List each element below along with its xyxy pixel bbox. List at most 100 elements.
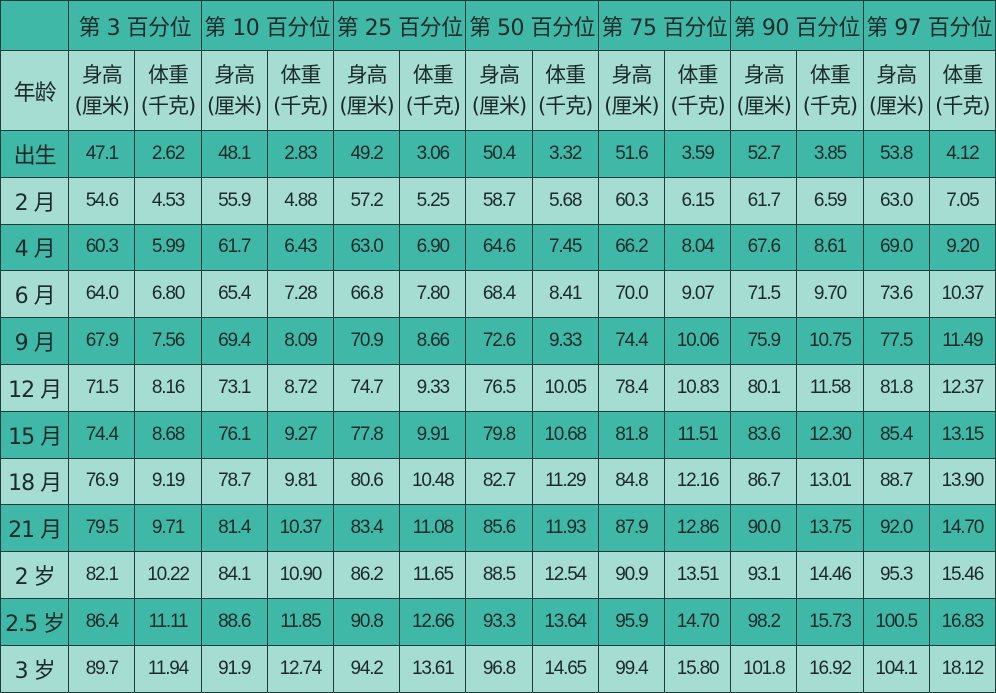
- weight-cell: 11.29: [531, 457, 599, 506]
- weight-cell: 14.70: [928, 504, 996, 553]
- height-header-line: (厘米): [868, 93, 924, 118]
- percentile-header: 第 75 百分位: [597, 0, 732, 51]
- weight-cell: 12.74: [266, 644, 334, 693]
- weight-cell: 8.09: [266, 317, 334, 365]
- weight-header-line: 体重: [809, 62, 851, 87]
- height-cell: 87.9: [597, 504, 665, 553]
- height-cell: 84.1: [200, 551, 268, 599]
- weight-header-line: 体重: [677, 62, 719, 87]
- weight-cell: 4.12: [928, 130, 996, 178]
- weight-cell: 6.59: [796, 176, 864, 225]
- weight-cell: 14.65: [531, 644, 599, 693]
- height-cell: 74.7: [332, 363, 401, 412]
- weight-cell: 11.58: [796, 363, 864, 412]
- weight-cell: 15.46: [928, 551, 996, 599]
- weight-cell: 3.32: [531, 130, 599, 178]
- height-column-header: 身高 (厘米): [200, 50, 268, 131]
- table-row: 21 月 79.5 9.71 81.4 10.37 83.4 11.08 85.6 11.93 8…: [0, 504, 996, 553]
- height-column-header: 身高 (厘米): [730, 50, 798, 131]
- weight-cell: 9.27: [266, 410, 334, 459]
- height-cell: 95.3: [862, 551, 930, 599]
- height-cell: 73.6: [862, 270, 930, 319]
- weight-header-line: 体重: [147, 62, 189, 87]
- weight-cell: 13.61: [399, 644, 467, 693]
- weight-header-line: (千克): [405, 93, 461, 118]
- weight-header-line: 体重: [280, 62, 321, 87]
- weight-cell: 3.85: [796, 130, 864, 178]
- weight-column-header: 体重 (千克): [928, 50, 996, 131]
- height-cell: 64.6: [465, 223, 533, 272]
- weight-cell: 13.51: [663, 551, 732, 599]
- height-cell: 65.4: [200, 270, 268, 319]
- height-cell: 60.3: [68, 223, 136, 272]
- measure-header-row: 年龄 身高 (厘米) 体重 (千克) 身高 (厘米) 体重 (千克) 身高 (厘米) 体重 (千克) 身…: [0, 50, 996, 131]
- height-cell: 92.0: [862, 504, 930, 553]
- height-cell: 81.8: [597, 410, 665, 459]
- height-cell: 70.0: [597, 270, 665, 319]
- height-cell: 88.6: [200, 597, 268, 646]
- weight-cell: 9.70: [796, 270, 864, 319]
- height-column-header: 身高 (厘米): [862, 50, 930, 131]
- weight-cell: 11.11: [134, 597, 202, 646]
- height-cell: 82.7: [465, 457, 533, 506]
- height-cell: 77.5: [862, 317, 930, 365]
- height-cell: 61.7: [200, 223, 268, 272]
- weight-cell: 8.68: [134, 410, 202, 459]
- weight-cell: 10.48: [399, 457, 467, 506]
- weight-cell: 12.37: [928, 363, 996, 412]
- weight-cell: 11.94: [134, 644, 202, 693]
- height-cell: 72.6: [465, 317, 533, 365]
- height-cell: 93.1: [730, 551, 798, 599]
- weight-cell: 2.83: [266, 130, 334, 178]
- height-cell: 85.6: [465, 504, 533, 553]
- height-cell: 82.1: [68, 551, 136, 599]
- height-cell: 48.1: [200, 130, 268, 178]
- height-cell: 89.7: [68, 644, 136, 693]
- weight-cell: 8.61: [796, 223, 864, 272]
- corner-cell: [0, 0, 70, 51]
- weight-cell: 3.06: [399, 130, 467, 178]
- table-row: 9 月 67.9 7.56 69.4 8.09 70.9 8.66 72.6 9.33 74.4 1…: [0, 317, 996, 365]
- age-cell: 2 岁: [0, 551, 70, 599]
- height-header-line: 身高: [346, 62, 388, 87]
- weight-cell: 13.90: [928, 457, 996, 506]
- weight-cell: 9.07: [663, 270, 732, 319]
- height-header-line: 身高: [81, 62, 123, 87]
- weight-cell: 9.33: [399, 363, 467, 412]
- weight-cell: 11.85: [266, 597, 334, 646]
- weight-cell: 11.49: [928, 317, 996, 365]
- height-column-header: 身高 (厘米): [597, 50, 665, 131]
- weight-cell: 13.15: [928, 410, 996, 459]
- weight-column-header: 体重 (千克): [266, 50, 334, 131]
- height-cell: 55.9: [200, 176, 268, 225]
- weight-cell: 5.99: [134, 223, 202, 272]
- weight-cell: 16.92: [796, 644, 864, 693]
- height-cell: 74.4: [597, 317, 665, 365]
- weight-cell: 13.64: [531, 597, 599, 646]
- height-column-header: 身高 (厘米): [332, 50, 401, 131]
- weight-cell: 8.41: [531, 270, 599, 319]
- age-column-header: 年龄: [0, 50, 70, 131]
- height-cell: 95.9: [597, 597, 665, 646]
- height-cell: 90.0: [730, 504, 798, 553]
- weight-column-header: 体重 (千克): [663, 50, 732, 131]
- weight-cell: 7.28: [266, 270, 334, 319]
- weight-cell: 5.68: [531, 176, 599, 225]
- height-cell: 70.9: [332, 317, 401, 365]
- age-cell: 2.5 岁: [0, 597, 70, 646]
- height-cell: 66.2: [597, 223, 665, 272]
- age-cell: 出生: [0, 130, 70, 178]
- height-cell: 101.8: [730, 644, 798, 693]
- height-cell: 64.0: [68, 270, 136, 319]
- weight-cell: 15.73: [796, 597, 864, 646]
- weight-cell: 10.37: [928, 270, 996, 319]
- height-header-line: (厘米): [736, 93, 792, 118]
- height-cell: 58.7: [465, 176, 533, 225]
- weight-cell: 10.75: [796, 317, 864, 365]
- height-cell: 75.9: [730, 317, 798, 365]
- height-cell: 85.4: [862, 410, 930, 459]
- percentile-header: 第 97 百分位: [862, 0, 996, 51]
- weight-cell: 16.83: [928, 597, 996, 646]
